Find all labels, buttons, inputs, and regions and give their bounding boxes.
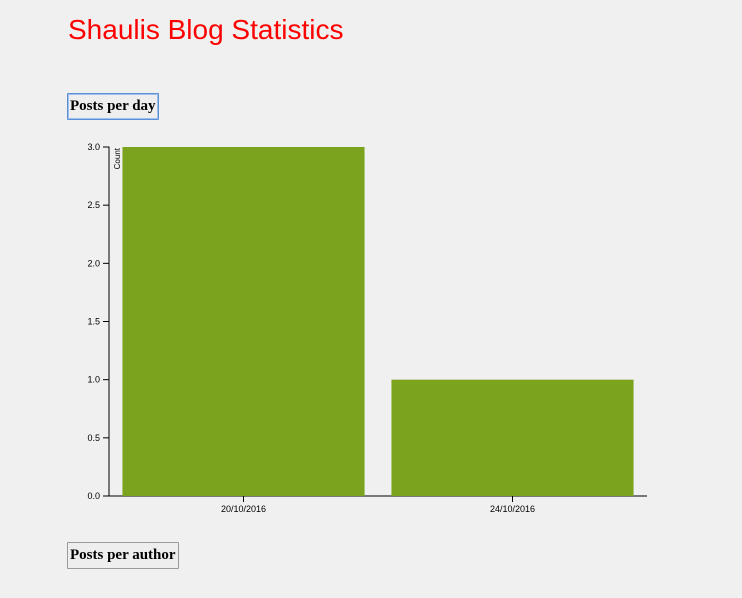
y-axis: 0.0 0.5 1.0 1.5 2.0 2.5 3.0 bbox=[87, 142, 110, 501]
y-tick-label: 1.5 bbox=[87, 317, 100, 327]
x-axis: 20/10/2016 24/10/2016 bbox=[109, 495, 647, 514]
x-tick-label: 20/10/2016 bbox=[221, 504, 266, 514]
y-tick-label: 0.0 bbox=[87, 491, 100, 501]
x-tick-label: 24/10/2016 bbox=[490, 504, 535, 514]
posts-per-author-button[interactable]: Posts per author bbox=[67, 542, 179, 569]
bar bbox=[391, 379, 634, 496]
page-title: Shaulis Blog Statistics bbox=[68, 14, 344, 45]
y-tick-label: 1.0 bbox=[87, 375, 100, 385]
bars bbox=[122, 147, 634, 496]
y-tick-label: 3.0 bbox=[87, 142, 100, 152]
y-tick-label: 0.5 bbox=[87, 433, 100, 443]
y-tick-label: 2.0 bbox=[87, 258, 100, 268]
y-tick-label: 2.5 bbox=[87, 200, 100, 210]
posts-per-day-button[interactable]: Posts per day bbox=[67, 93, 159, 120]
y-axis-label: Count bbox=[113, 147, 122, 169]
bar bbox=[122, 147, 365, 496]
